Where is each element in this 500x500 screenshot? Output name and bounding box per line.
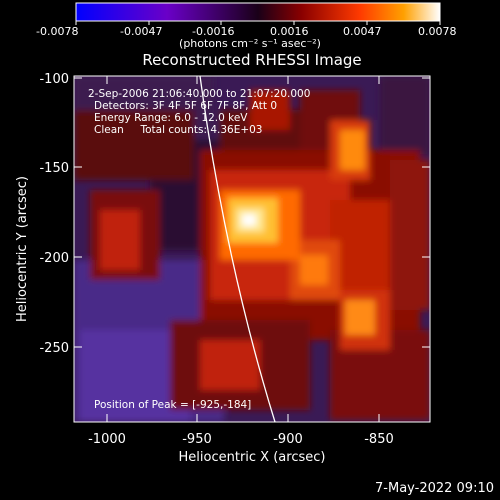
colorbar-tick-label: -0.0016 <box>192 25 234 38</box>
colorbar-tick-label: -0.0078 <box>36 25 78 38</box>
annotation-clean-counts: Clean Total counts: 4.36E+03 <box>94 124 263 136</box>
y-tick-label: -250 <box>39 341 69 356</box>
colorbar-tick-label: 0.0047 <box>343 25 382 38</box>
colorbar-unit-label: (photons cm⁻² s⁻¹ asec⁻²) <box>179 37 321 50</box>
y-axis-label: Heliocentric Y (arcsec) <box>15 176 30 322</box>
y-ticks <box>74 77 430 348</box>
solar-limb <box>199 76 276 422</box>
rhessi-image <box>74 76 430 422</box>
x-tick-label: -850 <box>364 432 394 447</box>
x-tick-label: -900 <box>273 432 303 447</box>
colorbar-ticks <box>75 21 441 25</box>
y-tick-label: -100 <box>39 72 69 87</box>
annotation-peak-position: Position of Peak = [-925,-184] <box>94 399 251 411</box>
colorbar-tick-label: -0.0047 <box>120 25 162 38</box>
y-tick-label: -200 <box>39 251 69 266</box>
annotation-detectors: Detectors: 3F 4F 5F 6F 7F 8F, Att 0 <box>94 100 277 112</box>
x-ticks <box>106 76 380 422</box>
footer-timestamp: 7-May-2022 09:10 <box>375 481 494 496</box>
annotation-time-range: 2-Sep-2006 21:06:40.000 to 21:07:20.000 <box>88 88 310 100</box>
x-axis-label: Heliocentric X (arcsec) <box>179 450 326 465</box>
y-tick-label: -150 <box>39 161 69 176</box>
x-tick-label: -950 <box>182 432 212 447</box>
colorbar-tick-label: 0.0078 <box>418 25 457 38</box>
colorbar-tick-label: 0.0016 <box>270 25 309 38</box>
annotation-energy-range: Energy Range: 6.0 - 12.0 keV <box>94 112 248 124</box>
plot-frame <box>73 75 431 423</box>
plot-title: Reconstructed RHESSI Image <box>142 51 362 69</box>
colorbar <box>75 2 441 22</box>
x-tick-label: -1000 <box>88 432 126 447</box>
